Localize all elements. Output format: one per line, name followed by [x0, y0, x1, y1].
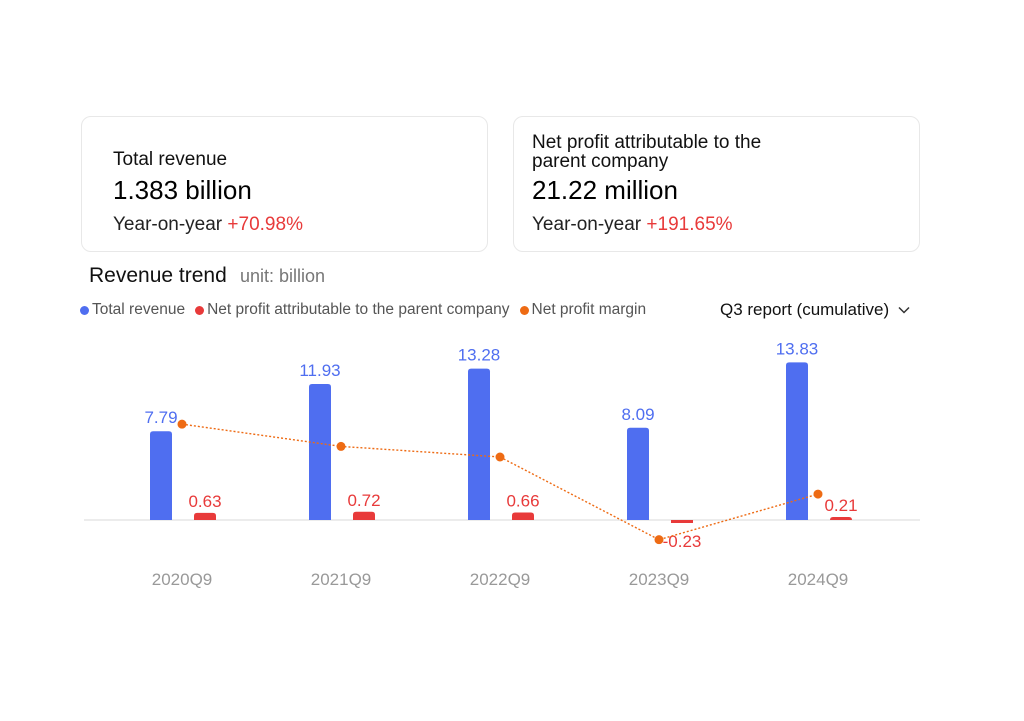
legend-label-profit: Net profit attributable to the parent co… [207, 301, 510, 318]
profit-yoy-value: +191.65% [646, 214, 733, 235]
label-profit: 0.63 [188, 492, 221, 511]
net-profit-card: Net profit attributable to the parent co… [513, 116, 920, 252]
label-profit: 0.66 [506, 491, 539, 510]
profit-yoy: Year-on-year +191.65% [532, 214, 733, 236]
x-tick-label: 2023Q9 [629, 570, 690, 589]
profit-yoy-label: Year-on-year [532, 214, 642, 235]
label-revenue: 11.93 [299, 361, 340, 380]
revenue-trend-chart: 7.79 0.63 2020Q9 11.93 0.72 2021Q9 13.28 0.66 20… [84, 339, 920, 589]
legend-dot-revenue [80, 305, 89, 315]
bar-revenue [786, 362, 808, 520]
bar-revenue [627, 427, 649, 520]
bar-revenue [468, 368, 490, 520]
x-tick-label: 2024Q9 [788, 570, 849, 589]
trend-unit: unit: billion [240, 266, 326, 286]
chart-legend: Total revenue Net profit attributable to… [80, 301, 656, 319]
point-net-profit-margin [813, 489, 823, 499]
line-net-profit-margin [181, 423, 819, 541]
bar-profit [671, 520, 693, 523]
bar-revenue [150, 431, 172, 520]
bar-profit [512, 512, 534, 520]
revenue-yoy: Year-on-year +70.98% [113, 214, 303, 236]
label-profit: 0.21 [824, 496, 857, 515]
revenue-yoy-value: +70.98% [227, 214, 303, 235]
profit-card-value: 21.22 million [532, 175, 678, 205]
point-net-profit-margin [177, 419, 187, 429]
period-selector-label: Q3 report (cumulative) [720, 300, 890, 319]
revenue-card-value: 1.383 billion [113, 175, 252, 205]
label-revenue: 13.83 [776, 339, 819, 358]
legend-item-revenue[interactable]: Total revenue [80, 301, 185, 319]
label-revenue: 13.28 [458, 346, 501, 365]
chevron-down-icon [898, 306, 910, 314]
legend-label-margin: Net profit margin [531, 301, 647, 318]
legend-item-profit[interactable]: Net profit attributable to the parent co… [195, 301, 510, 319]
bar-profit [194, 512, 216, 520]
revenue-card-title: Total revenue [113, 149, 228, 170]
x-tick-label: 2021Q9 [311, 570, 372, 589]
total-revenue-card: Total revenue 1.383 billion Year-on-year… [81, 116, 488, 252]
point-net-profit-margin [495, 452, 505, 462]
legend-item-margin[interactable]: Net profit margin [519, 301, 647, 319]
trend-title: Revenue trend [89, 264, 227, 287]
label-profit: -0.23 [663, 532, 702, 551]
x-tick-label: 2022Q9 [470, 570, 531, 589]
bar-profit [830, 517, 852, 520]
bar-revenue [309, 383, 331, 520]
bar-profit [353, 511, 375, 520]
period-selector[interactable]: Q3 report (cumulative) [720, 300, 911, 320]
point-net-profit-margin [654, 535, 664, 545]
legend-dot-margin [519, 305, 529, 315]
label-profit: 0.72 [347, 491, 380, 510]
legend-label-revenue: Total revenue [92, 301, 186, 318]
legend-dot-profit [195, 305, 205, 315]
profit-card-title: Net profit attributable to the parent co… [532, 132, 762, 172]
x-tick-label: 2020Q9 [152, 570, 213, 589]
label-revenue: 7.79 [144, 408, 177, 427]
revenue-yoy-label: Year-on-year [113, 214, 223, 235]
point-net-profit-margin [336, 441, 346, 451]
label-revenue: 8.09 [621, 405, 654, 424]
